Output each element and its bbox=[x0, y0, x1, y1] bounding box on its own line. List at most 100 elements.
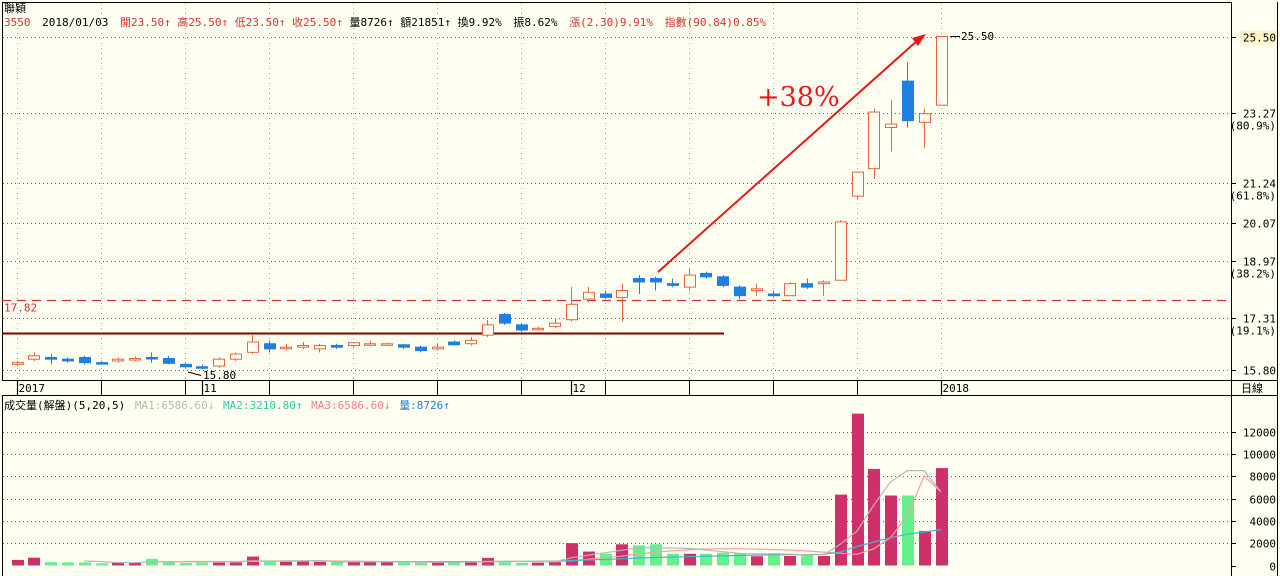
candle bbox=[213, 357, 225, 368]
candle bbox=[280, 343, 292, 351]
candle-body-up bbox=[532, 327, 544, 331]
candle bbox=[364, 341, 376, 347]
candle bbox=[79, 355, 91, 365]
volume-bar-up bbox=[381, 562, 393, 566]
volume-bar-down bbox=[650, 544, 662, 566]
volume-bar-up bbox=[751, 556, 763, 566]
candle-body-up bbox=[868, 111, 880, 170]
price-tick-label: 17.31 bbox=[1243, 313, 1276, 326]
candle-body-down bbox=[448, 341, 460, 346]
candle-body-down bbox=[96, 362, 108, 365]
volume-bar-up bbox=[129, 562, 141, 566]
candle bbox=[818, 280, 830, 296]
volume-bar-down bbox=[264, 561, 276, 566]
volume-bar-down bbox=[196, 562, 208, 566]
candle-body-down bbox=[667, 283, 679, 286]
candle bbox=[516, 323, 528, 332]
candle-body-up bbox=[12, 362, 24, 365]
candle-body-up bbox=[566, 303, 578, 321]
volume-bar-down bbox=[45, 562, 57, 566]
candle-body-up bbox=[28, 355, 40, 360]
volume-bar-up bbox=[936, 468, 948, 566]
candle-body-down bbox=[79, 356, 91, 364]
ma1-value: MA1:6586.60↓ bbox=[135, 399, 214, 412]
volume-bar-down bbox=[499, 562, 511, 566]
ma3-value: MA3:6586.60↓ bbox=[311, 399, 390, 412]
time-axis-label: 12 bbox=[573, 382, 586, 395]
candle bbox=[566, 287, 578, 322]
candle-body-up bbox=[919, 113, 931, 123]
candle bbox=[633, 275, 645, 294]
candle-body-down bbox=[650, 278, 662, 283]
volume-tick-label: 0 bbox=[1269, 561, 1276, 574]
candle bbox=[163, 355, 175, 365]
candle-body-down bbox=[633, 278, 645, 283]
volume-bar-up bbox=[364, 561, 376, 566]
candle-body-up bbox=[129, 358, 141, 361]
ma-lines-layer bbox=[84, 470, 942, 564]
candle-body-up bbox=[751, 288, 763, 292]
trend-arrow bbox=[657, 39, 919, 273]
candle bbox=[432, 343, 444, 351]
candle bbox=[45, 354, 57, 365]
price-axis-labels: 25.5023.27(80.9%)21.24(61.8%)20.0718.97(… bbox=[1230, 30, 1276, 378]
volume-bar-up bbox=[616, 544, 628, 566]
candle bbox=[264, 340, 276, 353]
volume-tick-label: 6000 bbox=[1250, 494, 1277, 507]
candle bbox=[936, 36, 948, 106]
candle-body-up bbox=[213, 358, 225, 367]
candle bbox=[297, 342, 309, 349]
price-tick-label: 20.07 bbox=[1243, 218, 1276, 231]
candle bbox=[482, 319, 494, 337]
candle-body-down bbox=[499, 314, 511, 324]
candle-body-up bbox=[936, 36, 948, 106]
volume-bar-up bbox=[280, 561, 292, 566]
volume-bar-up bbox=[432, 562, 444, 566]
candle-body-up bbox=[364, 343, 376, 346]
price-tick-label: 21.24 bbox=[1243, 178, 1276, 191]
current-price-box bbox=[1240, 30, 1276, 45]
volume-bar-down bbox=[62, 562, 74, 566]
candle-body-up bbox=[432, 346, 444, 350]
candle-body-down bbox=[163, 358, 175, 364]
volume-bar-down bbox=[448, 561, 460, 566]
candle-body-down bbox=[734, 286, 746, 297]
volume-tick-label: 8000 bbox=[1250, 471, 1277, 484]
candle bbox=[129, 356, 141, 361]
candle bbox=[885, 100, 897, 152]
price-tick-label: 15.80 bbox=[1243, 365, 1276, 378]
period-label: 日線 bbox=[1241, 381, 1263, 395]
candle bbox=[616, 283, 628, 322]
candle-body-up bbox=[112, 358, 124, 362]
volume-bar-down bbox=[717, 552, 729, 566]
candle-body-down bbox=[398, 344, 410, 348]
candle-body-up bbox=[297, 344, 309, 348]
candle-body-down bbox=[768, 293, 780, 297]
amplitude-value: 振8.62% bbox=[513, 15, 557, 29]
time-axis-label: 2017 bbox=[19, 382, 46, 395]
volume-bar-down bbox=[801, 554, 813, 566]
volume-value: 量8726↑ bbox=[349, 16, 393, 29]
price-fib-label: (61.8%) bbox=[1230, 190, 1276, 203]
volume-bar-up bbox=[868, 468, 880, 566]
candle-body-up bbox=[835, 221, 847, 281]
stock-code: 3550 bbox=[4, 16, 31, 29]
candle bbox=[902, 62, 914, 128]
candle bbox=[868, 108, 880, 179]
volume-bar-up bbox=[549, 562, 561, 566]
candle bbox=[62, 357, 74, 363]
volume-bar-down bbox=[415, 562, 427, 566]
volume-header: 成交量(解盤)(5,20,5) MA1:6586.60↓ MA2:3210.80… bbox=[4, 398, 450, 412]
candle-body-up bbox=[381, 343, 393, 346]
candle-body-down bbox=[180, 363, 192, 368]
candle-body-up bbox=[314, 344, 326, 350]
candle-body-down bbox=[902, 80, 914, 122]
candle bbox=[684, 268, 696, 291]
volume-bar-down bbox=[180, 563, 192, 566]
candle-body-up bbox=[818, 281, 830, 285]
candle-body-down bbox=[331, 344, 343, 348]
candle-body-up bbox=[784, 283, 796, 297]
volume-axis-labels: 12000 10000 8000 6000 4000 2000 0 bbox=[1231, 427, 1276, 574]
volume-bar-up bbox=[919, 530, 931, 566]
